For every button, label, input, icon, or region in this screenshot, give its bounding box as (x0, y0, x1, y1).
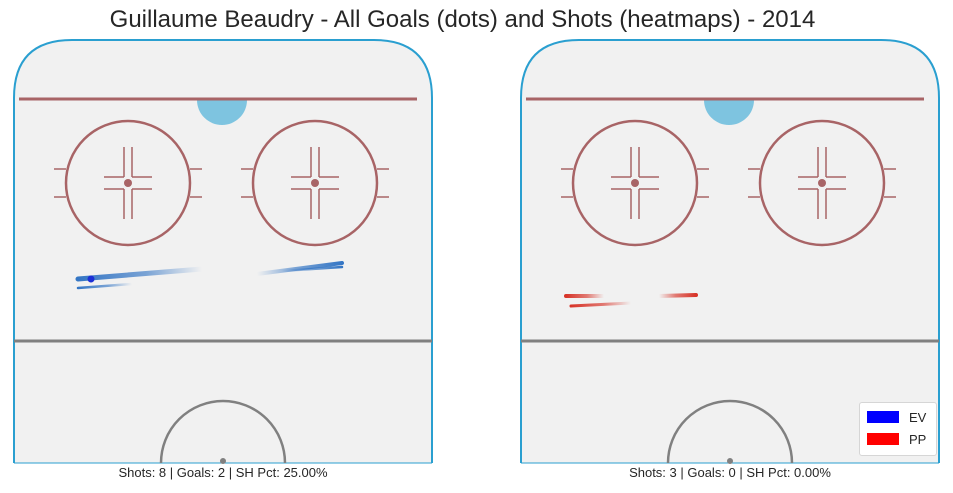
goal-dots-ev (87, 275, 95, 283)
center-dot (727, 458, 733, 464)
legend-label-ev: EV (909, 409, 927, 425)
center-dot (220, 458, 226, 464)
shot-heatmap-pp (564, 293, 698, 308)
shot-streak (280, 265, 344, 273)
rink-base (13, 39, 433, 464)
shot-streak (569, 301, 633, 308)
chart-title: Guillaume Beaudry - All Goals (dots) and… (109, 6, 816, 33)
center-circle (159, 399, 287, 464)
summary-pp: Shots: 3 | Goals: 0 | SH Pct: 0.00% (629, 465, 831, 480)
goal-crease (704, 100, 754, 125)
goal-dot (87, 275, 95, 283)
shot-streak (657, 293, 698, 298)
shot-streak (75, 266, 205, 282)
shot-streak (76, 282, 134, 290)
legend-item-ev: EV (867, 409, 927, 425)
center-circle (666, 399, 794, 464)
faceoff-circle-right (241, 119, 389, 247)
legend-swatch-ev (867, 411, 899, 423)
faceoff-circle-right (748, 119, 896, 247)
goal-crease (197, 100, 247, 125)
legend-item-pp: PP (867, 431, 927, 447)
shot-heatmap-ev (75, 261, 344, 290)
rink-panel-pp (520, 39, 940, 464)
rink-base (520, 39, 940, 464)
faceoff-circle-left (561, 119, 709, 247)
faceoff-circle-left (54, 119, 202, 247)
ice-surface (521, 40, 939, 463)
ice-surface (14, 40, 432, 463)
boards (13, 39, 433, 463)
shot-streak (255, 261, 344, 276)
rink-panel-ev (13, 39, 433, 464)
summary-ev: Shots: 8 | Goals: 2 | SH Pct: 25.00% (118, 465, 328, 480)
legend-swatch-pp (867, 433, 899, 445)
legend: EV PP (859, 402, 937, 456)
boards (520, 39, 940, 463)
legend-label-pp: PP (909, 431, 927, 447)
